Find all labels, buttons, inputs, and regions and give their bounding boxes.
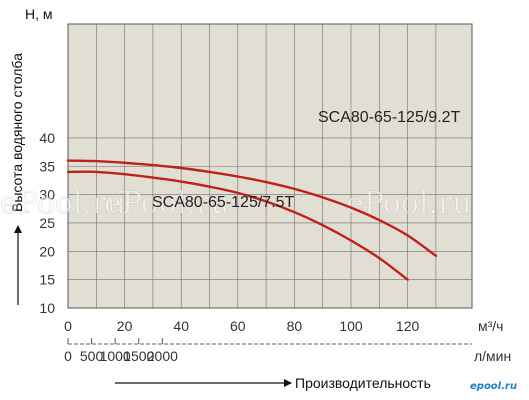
y-tick-label: 15 (39, 272, 55, 288)
x-tick-label-m3h: 20 (117, 318, 133, 334)
x-axis-title: Производительность (295, 375, 431, 391)
series-lines (66, 159, 438, 281)
x-tick-label-lmin: 2000 (147, 348, 178, 364)
x-unit-top-label: м³/ч (478, 318, 503, 334)
x-tick-label-m3h: 100 (339, 318, 363, 334)
x-unit-bottom-label: л/мин (474, 348, 511, 364)
y-tick-labels: 10 15 20 25 30 35 40 (39, 130, 55, 316)
series-line-9-2t (66, 159, 438, 257)
y-tick-label: 10 (39, 300, 55, 316)
x-tick-label-lmin: 500 (80, 348, 104, 364)
grid (68, 24, 472, 308)
x-tick-label-m3h: 40 (173, 318, 189, 334)
x-tick-label-lmin: 1000 (100, 348, 131, 364)
y-unit-label: Н, м (25, 6, 53, 22)
y-axis-title: Высота водяного столба (9, 53, 25, 212)
watermark-left: ePool.ru (0, 186, 126, 221)
watermark-middle: ePool.ru (104, 186, 230, 221)
site-logo: epool.ru (470, 381, 517, 392)
x-tick-label-m3h: 120 (396, 318, 420, 334)
y-tick-label: 20 (39, 243, 55, 259)
x-tick-label-m3h: 80 (287, 318, 303, 334)
series-label-7-5t: SCA80-65-125/7.5T (152, 194, 295, 211)
watermark-right: ePool.ru (346, 186, 472, 221)
x-tick-label-m3h: 0 (64, 318, 72, 334)
y-tick-label: 30 (39, 187, 55, 203)
x-tick-label-lmin: 1500 (123, 348, 154, 364)
y-tick-label: 40 (39, 130, 55, 146)
x-tick-labels-m3h: 0 20 40 60 80 100 120 (64, 318, 419, 334)
x-tick-label-m3h: 60 (230, 318, 246, 334)
series-label-9-2t: SCA80-65-125/9.2T (318, 109, 461, 126)
y-tick-label: 35 (39, 158, 55, 174)
x-tick-label-lmin: 0 (64, 348, 72, 364)
flow-lmin-tick-marks (67, 338, 163, 344)
y-tick-label: 25 (39, 215, 55, 231)
plot-frame (67, 23, 473, 309)
series-line-7-5t (66, 170, 409, 281)
